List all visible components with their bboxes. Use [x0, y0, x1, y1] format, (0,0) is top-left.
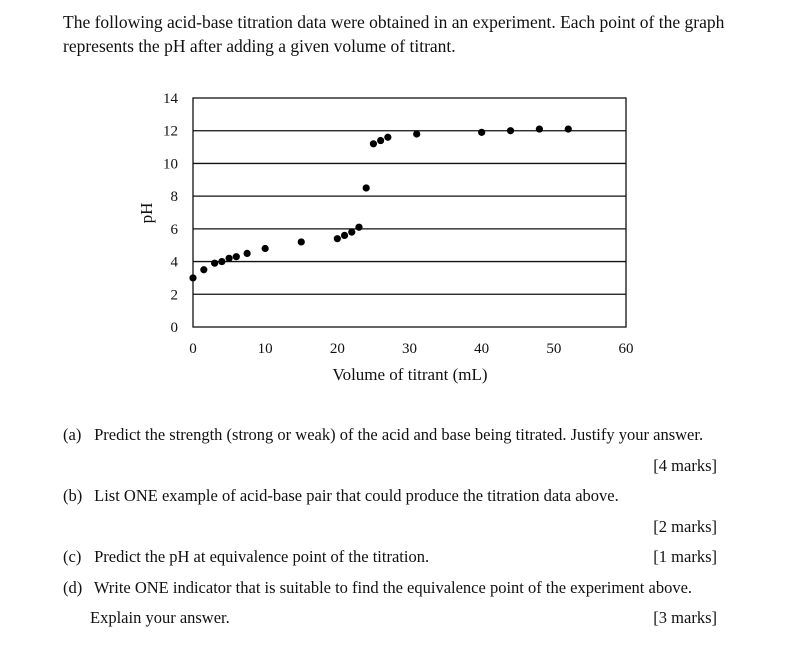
data-point: [218, 257, 226, 266]
data-point: [535, 125, 544, 133]
x-tick-label: 40: [474, 341, 489, 357]
data-point: [340, 231, 349, 239]
data-point: [564, 125, 572, 133]
x-tick-label: 30: [402, 341, 417, 357]
question-c-label: (c): [63, 547, 82, 566]
question-d: (d) Write ONE indicator that is suitable…: [63, 578, 692, 598]
y-tick-labels: 0 2 4 6 8 10 12 14: [163, 91, 179, 336]
question-b-label: (b): [63, 486, 83, 505]
data-point: [413, 130, 421, 138]
y-tick-label: 12: [163, 124, 178, 140]
data-point: [369, 140, 378, 148]
question-a-text: Predict the strength (strong or weak) of…: [94, 425, 704, 444]
question-c-text: Predict the pH at equivalence point of t…: [94, 547, 430, 566]
y-tick-label: 4: [171, 255, 179, 271]
x-axis-label: Volume of titrant (mL): [332, 365, 487, 384]
question-c-marks: [1 marks]: [653, 547, 717, 566]
data-point: [506, 127, 515, 135]
question-a-marks: [4 marks]: [653, 456, 717, 475]
data-point: [377, 136, 385, 145]
data-point: [333, 235, 341, 243]
titration-chart: 0 2 4 6 8 10 12 14 0 10 20 30 40 50 60 pH Volume of t…: [137, 91, 634, 384]
y-axis-label: pH: [137, 203, 156, 224]
data-points: [189, 125, 572, 282]
y-tick-label: 8: [171, 189, 179, 205]
intro-paragraph: The following acid-base titration data w…: [63, 10, 753, 58]
x-tick-label: 60: [619, 341, 634, 357]
question-c: (c) Predict the pH at equivalence point …: [63, 547, 429, 567]
gridlines: [193, 130, 626, 295]
question-a: (a) Predict the strength (strong or weak…: [63, 425, 703, 445]
intro-line-1: The following acid-base titration data w…: [63, 12, 725, 32]
plot-frame: [192, 97, 627, 328]
intro-line-2: represents the pH after adding a given v…: [63, 36, 456, 56]
question-d-marks: [3 marks]: [653, 608, 717, 627]
question-b-marks: [2 marks]: [653, 517, 717, 536]
y-tick-label: 2: [171, 287, 179, 303]
data-point: [232, 253, 240, 261]
y-tick-label: 0: [171, 320, 179, 336]
x-tick-label: 0: [189, 341, 197, 357]
y-tick-label: 10: [163, 156, 178, 172]
question-d-continuation: Explain your answer.: [90, 608, 230, 627]
question-d-label: (d): [63, 578, 83, 597]
data-point: [478, 128, 486, 136]
data-point: [348, 228, 356, 236]
question-d-text: Write ONE indicator that is suitable to …: [93, 578, 693, 597]
data-point: [384, 133, 392, 141]
x-tick-label: 50: [546, 341, 561, 357]
y-tick-label: 14: [163, 91, 179, 107]
data-point: [211, 259, 219, 267]
y-tick-label: 6: [171, 222, 179, 238]
data-point: [243, 249, 251, 257]
data-point: [297, 238, 305, 246]
data-point: [261, 244, 269, 253]
data-point: [200, 266, 208, 274]
data-point: [355, 223, 363, 231]
x-tick-label: 10: [258, 341, 273, 357]
data-point: [362, 184, 370, 192]
question-a-label: (a): [63, 425, 82, 444]
data-point: [189, 274, 197, 282]
data-point: [225, 254, 233, 262]
x-tick-labels: 0 10 20 30 40 50 60: [189, 341, 633, 357]
question-b: (b) List ONE example of acid-base pair t…: [63, 486, 619, 506]
x-tick-label: 20: [330, 341, 345, 357]
question-b-text: List ONE example of acid-base pair that …: [94, 486, 619, 505]
